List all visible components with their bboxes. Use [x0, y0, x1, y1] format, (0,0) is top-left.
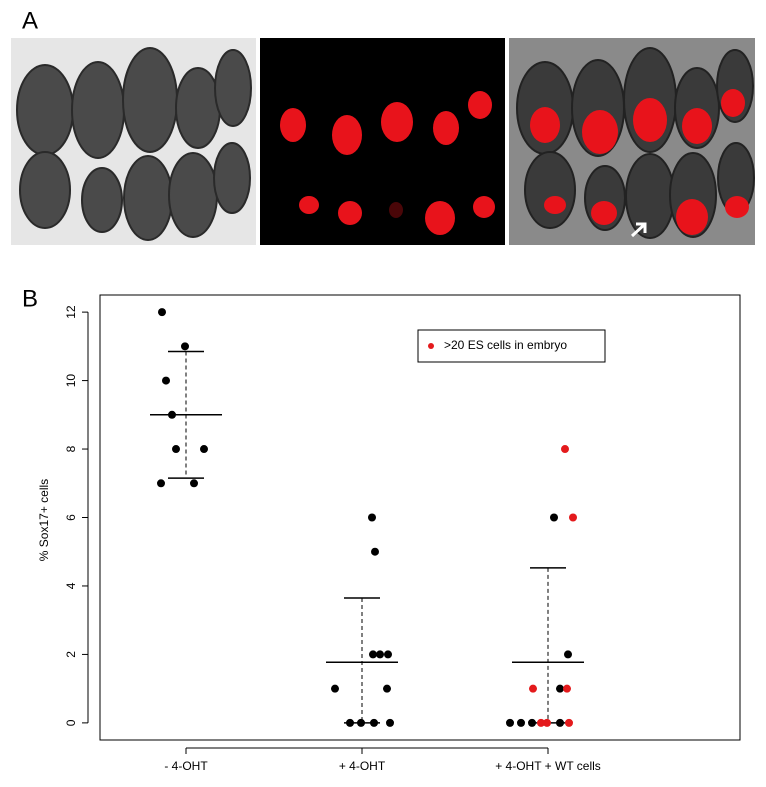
data-point	[556, 684, 564, 693]
data-point	[376, 650, 384, 659]
data-point	[384, 650, 392, 659]
data-point	[556, 718, 564, 727]
data-point	[383, 684, 391, 693]
merged-image	[509, 38, 755, 245]
y-tick-label: 12	[64, 305, 78, 319]
data-point	[370, 718, 378, 727]
data-point	[162, 376, 170, 385]
data-point	[561, 445, 569, 454]
y-tick-label: 0	[64, 719, 78, 726]
data-point	[172, 445, 180, 454]
y-tick-label: 2	[64, 651, 78, 658]
data-point	[157, 479, 165, 488]
x-tick-label: + 4-OHT + WT cells	[495, 759, 601, 773]
legend-label: >20 ES cells in embryo	[444, 338, 567, 352]
data-point	[331, 684, 339, 693]
data-point	[506, 718, 514, 727]
x-tick-label: + 4-OHT	[339, 759, 386, 773]
data-point	[564, 650, 572, 659]
y-tick-label: 6	[64, 514, 78, 521]
fluorescence-image	[260, 38, 505, 245]
data-point	[569, 513, 577, 522]
data-point	[190, 479, 198, 488]
y-tick-label: 8	[64, 445, 78, 452]
data-point	[181, 342, 189, 351]
data-point	[368, 513, 376, 522]
data-point	[386, 718, 394, 727]
legend-marker	[428, 343, 434, 349]
data-point	[369, 650, 377, 659]
data-point	[537, 718, 545, 727]
y-tick-label: 10	[64, 374, 78, 388]
data-point	[550, 513, 558, 522]
data-point	[200, 445, 208, 454]
data-point	[158, 308, 166, 317]
legend-box	[417, 329, 606, 363]
data-point	[168, 410, 176, 419]
x-tick-label: - 4-OHT	[164, 759, 208, 773]
data-point	[346, 718, 354, 727]
data-point	[371, 547, 379, 556]
data-point	[565, 718, 573, 727]
brightfield-image	[11, 38, 256, 245]
plot-frame	[99, 294, 741, 741]
data-point	[357, 718, 365, 727]
data-point	[517, 718, 525, 727]
data-point	[528, 718, 536, 727]
panel-label: B	[22, 285, 38, 312]
panel-label: A	[22, 7, 38, 34]
y-tick-label: 4	[64, 582, 78, 589]
data-point	[563, 684, 571, 693]
y-axis-title: % Sox17+ cells	[37, 479, 51, 561]
data-point	[529, 684, 537, 693]
data-point	[543, 718, 551, 727]
